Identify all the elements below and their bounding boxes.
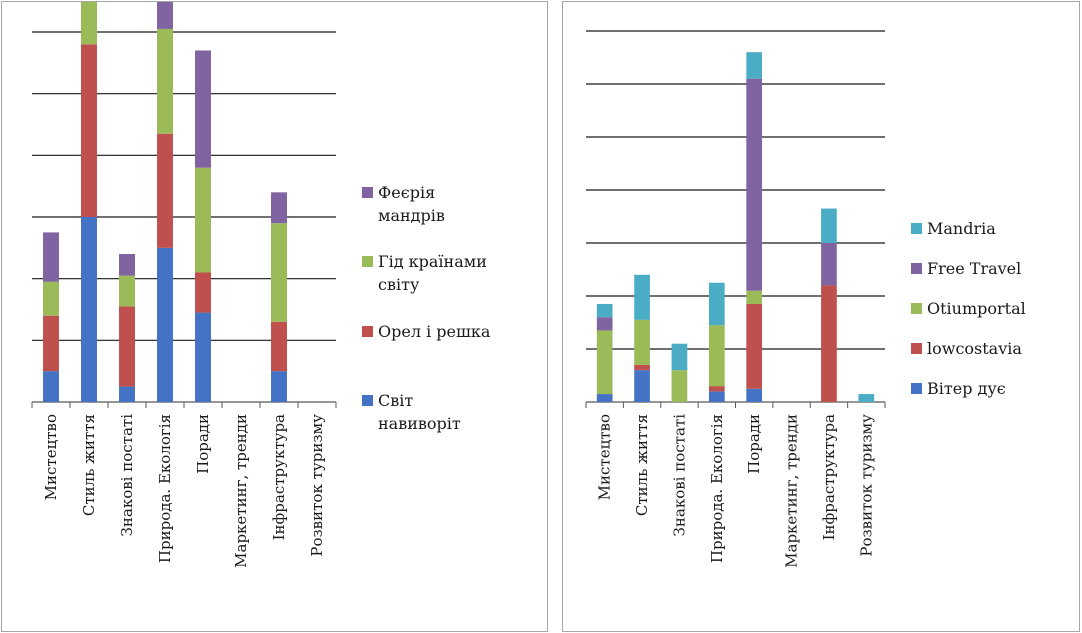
legend-swatch (362, 256, 373, 267)
bar-segment-гід-країнами-світу (157, 28, 173, 134)
bar-segment-феєрія-мандрів (119, 254, 135, 276)
bar-segment-гід-країнами-світу (43, 281, 59, 316)
legend-label: Орел і решка (378, 322, 491, 341)
right-stacked-bar-chart: Мистецтво Стиль життя Знакові постаті Приро… (585, 30, 1026, 568)
bar-segment-otiumportal (596, 330, 613, 395)
legend-label: мандрів (378, 206, 445, 225)
bar-segment-otiumportal (634, 319, 650, 365)
bar-segment-lowcostavia (708, 386, 725, 392)
x-tick-label: Інфраструктура (820, 414, 838, 540)
bar-segment-орел-і-решка (43, 315, 59, 372)
bar-segment-феєрія-мандрів (157, 2, 173, 29)
bar-segment-світ-навиворіт (271, 371, 287, 402)
bar-segment-вітер-дує (708, 391, 725, 402)
left-stacked-bar-chart: Мистецтво Стиль життя Знакові постаті Приро… (31, 2, 491, 568)
legend-swatch (362, 326, 373, 337)
x-tick-label: Природа. Екологія (708, 414, 726, 563)
bar-segment-free-travel (596, 317, 613, 331)
legend-swatch (362, 395, 373, 406)
bar-segment-free-travel (746, 78, 763, 291)
bar-segment-феєрія-мандрів (195, 50, 211, 168)
bar-segment-mandria (671, 343, 688, 371)
legend: Mandria Free Travel Otiumportal lowcostavia… (911, 219, 1026, 398)
bar-segment-вітер-дує (746, 388, 763, 402)
x-tick-label: Інфраструктура (270, 414, 288, 540)
bar-segment-lowcostavia (821, 285, 837, 402)
right-chart-panel: Мистецтво Стиль життя Знакові постаті Приро… (562, 1, 1080, 632)
x-tick-label: Природа. Екологія (156, 414, 174, 563)
legend-swatch (362, 187, 373, 198)
bar-segment-lowcostavia (634, 364, 650, 371)
x-tick-label: Розвиток туризму (308, 414, 326, 557)
bar-segment-mandria (708, 282, 725, 326)
bar-segment-free-travel (821, 243, 837, 286)
legend-label: Гід країнами (378, 252, 487, 271)
bar-segment-mandria (746, 52, 763, 79)
bar-segment-орел-і-решка (271, 321, 287, 372)
legend-label: Free Travel (927, 259, 1021, 278)
bar-segment-mandria (821, 208, 837, 243)
legend-swatch (911, 263, 922, 274)
bar-segment-світ-навиворіт (81, 217, 97, 402)
legend-label: Вітер дує (927, 379, 1006, 398)
gridlines (32, 31, 336, 341)
bar-segment-орел-і-решка (157, 133, 173, 248)
x-tick-label: Маркетинг, тренди (783, 414, 801, 568)
x-tick-label: Знакові постаті (118, 414, 136, 537)
x-tick-label: Стиль життя (633, 414, 651, 516)
bar-segment-mandria (634, 274, 650, 320)
bar-segment-світ-навиворіт (43, 371, 59, 402)
bar-segment-otiumportal (708, 325, 725, 387)
legend-swatch (911, 223, 922, 234)
legend-label: Otiumportal (927, 299, 1026, 318)
legend-swatch (911, 303, 922, 314)
bar-segment-світ-навиворіт (195, 312, 211, 402)
x-tick-label: Розвиток туризму (857, 414, 875, 557)
bar-segment-гід-країнами-світу (195, 167, 211, 273)
bar-segment-otiumportal (671, 370, 688, 402)
bar-segment-гід-країнами-світу (81, 2, 97, 45)
x-tick-label: Стиль життя (80, 414, 98, 516)
bar-segment-гід-країнами-світу (119, 275, 135, 307)
bar-segment-орел-і-решка (81, 44, 97, 218)
x-tick-label: Поради (745, 414, 763, 474)
legend-label: Феєрія (378, 183, 435, 202)
legend-label: Світ (378, 391, 413, 410)
bar-segment-вітер-дує (596, 394, 613, 402)
legend-swatch (911, 343, 922, 354)
x-tick-label: Мистецтво (596, 414, 614, 500)
bar-segment-світ-навиворіт (157, 247, 173, 402)
legend-swatch (911, 383, 922, 394)
legend-label: світу (378, 275, 420, 294)
bar-segment-mandria (596, 303, 613, 318)
left-chart-panel: Мистецтво Стиль життя Знакові постаті Приро… (1, 1, 548, 632)
gridlines (586, 30, 885, 350)
bar-segment-otiumportal (746, 290, 763, 304)
x-tick-label: Маркетинг, тренди (232, 414, 250, 568)
bar-segment-світ-навиворіт (119, 386, 135, 402)
x-tick-label: Знакові постаті (670, 414, 688, 537)
bar-segment-орел-і-решка (195, 272, 211, 313)
bar-segment-феєрія-мандрів (271, 192, 287, 224)
x-tick-label: Мистецтво (42, 414, 60, 500)
legend-label: навиворіт (378, 414, 461, 433)
x-tick-label: Поради (194, 414, 212, 474)
legend-label: lowcostavia (927, 339, 1022, 358)
bar-segment-lowcostavia (746, 303, 763, 389)
legend: Феєрія мандрів Гід країнами світу Орел і реш… (362, 183, 491, 433)
bar-segment-орел-і-решка (119, 306, 135, 387)
bar-segment-гід-країнами-світу (271, 223, 287, 322)
bar-segment-mandria (858, 394, 875, 402)
legend-label: Mandria (927, 219, 996, 238)
bar-segment-феєрія-мандрів (43, 232, 59, 282)
bar-segment-вітер-дує (634, 370, 650, 402)
